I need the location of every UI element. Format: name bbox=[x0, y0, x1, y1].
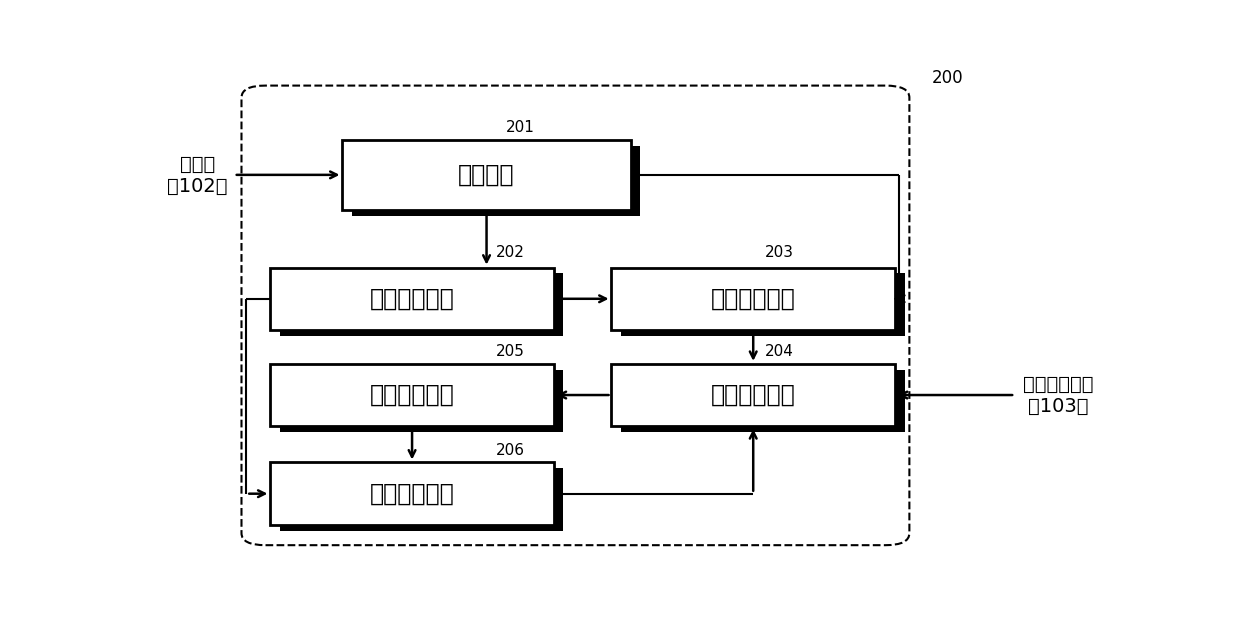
Text: 第一确定单元: 第一确定单元 bbox=[711, 287, 796, 311]
FancyBboxPatch shape bbox=[611, 268, 895, 330]
FancyBboxPatch shape bbox=[270, 364, 554, 426]
Text: 200: 200 bbox=[931, 69, 963, 87]
FancyBboxPatch shape bbox=[621, 369, 905, 432]
FancyBboxPatch shape bbox=[270, 268, 554, 330]
FancyBboxPatch shape bbox=[280, 273, 563, 336]
FancyBboxPatch shape bbox=[621, 273, 905, 336]
Text: 客户端监视器
（103）: 客户端监视器 （103） bbox=[1023, 374, 1094, 416]
FancyBboxPatch shape bbox=[352, 146, 640, 216]
FancyBboxPatch shape bbox=[280, 468, 563, 531]
Text: 204: 204 bbox=[765, 344, 794, 359]
Text: 205: 205 bbox=[496, 344, 525, 359]
FancyBboxPatch shape bbox=[342, 140, 631, 210]
FancyBboxPatch shape bbox=[270, 462, 554, 525]
FancyBboxPatch shape bbox=[611, 364, 895, 426]
Text: 202: 202 bbox=[496, 245, 525, 260]
FancyBboxPatch shape bbox=[280, 369, 563, 432]
Text: 定时器
（102）: 定时器 （102） bbox=[167, 154, 227, 196]
Text: 消息输出模块: 消息输出模块 bbox=[711, 383, 796, 407]
Text: 201: 201 bbox=[506, 120, 534, 135]
Text: 第二比较单元: 第二比较单元 bbox=[370, 383, 454, 407]
Text: 第二确定单元: 第二确定单元 bbox=[370, 482, 454, 506]
Text: 第一比较单元: 第一比较单元 bbox=[370, 287, 454, 311]
Text: 接口模块: 接口模块 bbox=[459, 163, 515, 187]
Text: 206: 206 bbox=[496, 442, 526, 458]
Text: 203: 203 bbox=[765, 245, 795, 260]
